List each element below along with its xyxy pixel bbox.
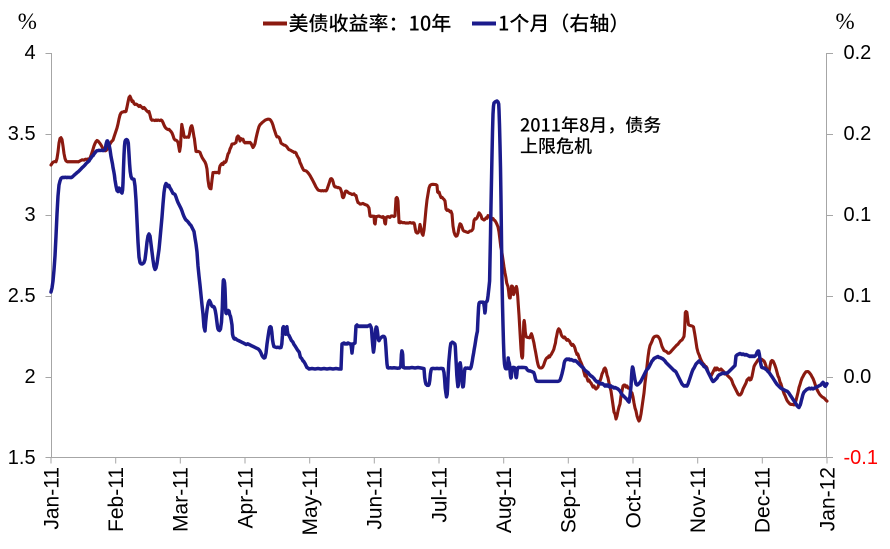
svg-text:2.5: 2.5: [8, 285, 36, 307]
svg-text:1.5: 1.5: [8, 447, 36, 469]
svg-text:0.0: 0.0: [844, 366, 872, 388]
svg-text:Feb-11: Feb-11: [105, 467, 128, 532]
svg-text:Aug-11: Aug-11: [493, 467, 516, 533]
svg-text:3.5: 3.5: [8, 123, 36, 145]
svg-text:0.2: 0.2: [844, 42, 872, 64]
svg-text:0.2: 0.2: [844, 123, 872, 145]
svg-text:0.1: 0.1: [844, 285, 872, 307]
svg-text:%: %: [836, 9, 855, 34]
svg-text:Dec-11: Dec-11: [752, 467, 775, 533]
svg-text:%: %: [18, 9, 37, 34]
svg-text:May-11: May-11: [299, 467, 322, 535]
svg-text:Jul-11: Jul-11: [428, 467, 451, 523]
svg-text:Jan-12: Jan-12: [816, 467, 839, 531]
svg-text:Sep-11: Sep-11: [558, 467, 581, 533]
svg-text:0.1: 0.1: [844, 204, 872, 226]
svg-text:2: 2: [24, 366, 35, 388]
svg-text:Nov-11: Nov-11: [687, 467, 710, 533]
svg-text:Mar-11: Mar-11: [170, 467, 193, 532]
svg-text:Apr-11: Apr-11: [234, 467, 257, 528]
svg-text:Jun-11: Jun-11: [364, 467, 387, 530]
svg-text:Oct-11: Oct-11: [622, 467, 645, 528]
svg-text:-0.1: -0.1: [844, 447, 878, 469]
svg-text:Jan-11: Jan-11: [40, 467, 63, 530]
svg-text:3: 3: [24, 204, 35, 226]
svg-text:4: 4: [24, 42, 35, 64]
